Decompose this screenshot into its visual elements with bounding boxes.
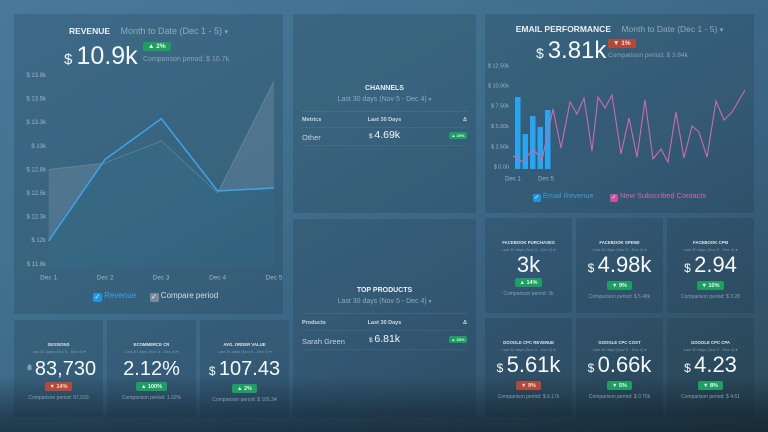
svg-text:Dec 5: Dec 5 xyxy=(266,275,283,282)
svg-text:$ 0.00: $ 0.00 xyxy=(494,165,509,171)
svg-text:$ 7.50k: $ 7.50k xyxy=(491,104,509,110)
svg-text:$ 12.50k: $ 12.50k xyxy=(488,64,509,70)
svg-text:Dec 2: Dec 2 xyxy=(97,275,114,282)
svg-text:Dec 1: Dec 1 xyxy=(505,177,521,183)
svg-text:Dec 4: Dec 4 xyxy=(209,275,226,282)
svg-text:$ 2.50k: $ 2.50k xyxy=(491,145,509,151)
svg-text:$ 12.3k: $ 12.3k xyxy=(26,215,47,221)
svg-text:$ 11.8k: $ 11.8k xyxy=(27,262,47,268)
svg-text:$ 13.8k: $ 13.8k xyxy=(26,73,47,79)
svg-text:$ 13.5k: $ 13.5k xyxy=(26,97,47,103)
svg-text:$ 12.8k: $ 12.8k xyxy=(26,167,47,173)
svg-text:$ 13.3k: $ 13.3k xyxy=(26,120,47,126)
svg-text:$ 13k: $ 13k xyxy=(31,144,47,150)
svg-text:Dec 5: Dec 5 xyxy=(538,177,554,183)
svg-text:$ 10.00k: $ 10.00k xyxy=(488,84,509,90)
svg-text:Dec 3: Dec 3 xyxy=(153,275,170,282)
svg-text:$ 5.00k: $ 5.00k xyxy=(491,124,509,130)
svg-text:$ 12.5k: $ 12.5k xyxy=(26,191,47,197)
svg-text:Dec 1: Dec 1 xyxy=(40,275,57,282)
svg-text:$ 12k: $ 12k xyxy=(31,238,47,244)
